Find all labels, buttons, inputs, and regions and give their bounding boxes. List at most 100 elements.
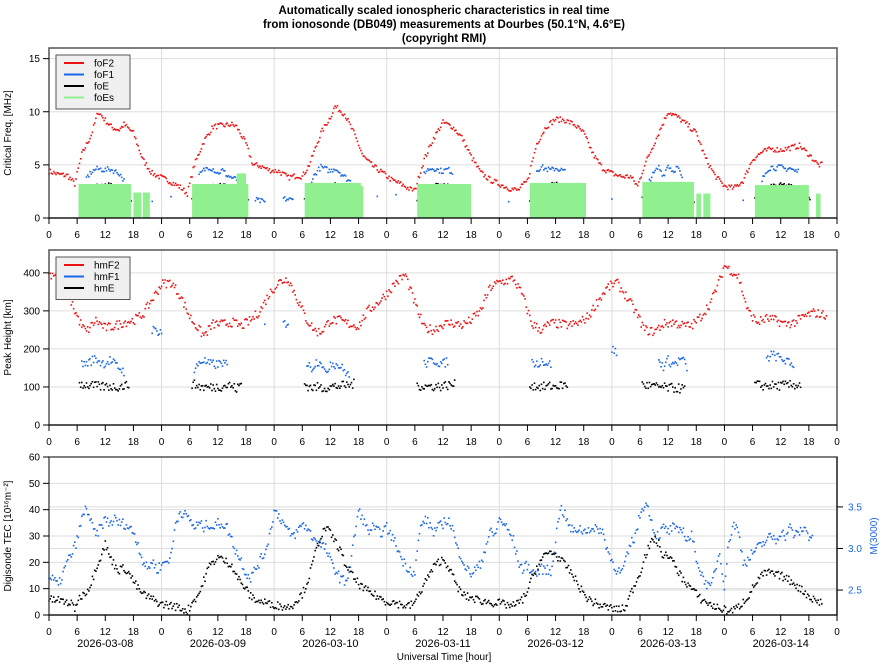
data-point bbox=[767, 318, 769, 320]
data-point bbox=[434, 138, 436, 140]
data-point bbox=[84, 594, 87, 597]
data-point bbox=[95, 570, 97, 572]
data-point bbox=[690, 130, 693, 132]
data-point bbox=[195, 521, 198, 523]
data-point bbox=[302, 309, 305, 312]
data-point bbox=[597, 528, 599, 530]
data-point bbox=[344, 386, 347, 389]
data-point bbox=[788, 321, 790, 323]
data-point bbox=[316, 334, 319, 337]
data-point bbox=[648, 547, 651, 550]
data-point bbox=[795, 384, 797, 387]
date-label: 2026-03-13 bbox=[640, 638, 696, 650]
data-point bbox=[264, 553, 266, 556]
data-point bbox=[131, 532, 134, 534]
data-point bbox=[108, 525, 110, 527]
data-point bbox=[777, 151, 780, 153]
data-point bbox=[310, 181, 313, 184]
data-point bbox=[566, 386, 569, 388]
data-point bbox=[232, 570, 234, 573]
data-point bbox=[791, 320, 794, 322]
data-point bbox=[459, 588, 462, 591]
data-point bbox=[217, 518, 219, 520]
data-point bbox=[329, 385, 332, 387]
data-point bbox=[446, 363, 449, 366]
data-point bbox=[548, 550, 551, 553]
data-point bbox=[409, 186, 411, 188]
data-point bbox=[118, 174, 121, 177]
data-point bbox=[521, 602, 524, 604]
data-point bbox=[126, 527, 129, 529]
data-point bbox=[621, 604, 624, 606]
data-point bbox=[432, 362, 435, 364]
data-point bbox=[487, 536, 490, 538]
data-point bbox=[286, 281, 288, 284]
data-point bbox=[783, 359, 785, 362]
data-point bbox=[543, 169, 545, 171]
data-point bbox=[555, 527, 558, 530]
data-point bbox=[290, 175, 293, 178]
data-point bbox=[714, 173, 716, 176]
data-point bbox=[640, 511, 642, 513]
data-point bbox=[495, 532, 497, 534]
data-point bbox=[171, 607, 173, 610]
data-point bbox=[769, 169, 771, 172]
data-point bbox=[81, 381, 83, 384]
data-point bbox=[695, 560, 698, 563]
data-point bbox=[473, 161, 476, 164]
data-point bbox=[798, 382, 801, 384]
x-tick-label: 0 bbox=[722, 230, 728, 241]
data-point bbox=[108, 182, 110, 184]
data-point bbox=[464, 321, 467, 324]
data-point bbox=[468, 567, 470, 569]
data-point bbox=[235, 319, 238, 322]
data-point bbox=[713, 171, 715, 174]
data-point bbox=[750, 315, 753, 317]
data-point bbox=[310, 322, 313, 324]
data-point bbox=[431, 333, 434, 335]
data-point bbox=[329, 171, 332, 173]
date-label: 2026-03-09 bbox=[190, 638, 246, 650]
date-label: 2026-03-12 bbox=[527, 638, 583, 650]
data-point bbox=[226, 122, 228, 124]
data-point bbox=[86, 513, 89, 516]
data-point bbox=[388, 289, 390, 291]
data-point bbox=[463, 564, 465, 566]
data-point bbox=[375, 302, 377, 304]
data-point bbox=[220, 319, 223, 321]
data-point bbox=[772, 573, 775, 575]
data-point bbox=[208, 528, 211, 530]
data-point bbox=[641, 196, 644, 199]
data-point bbox=[473, 601, 476, 604]
data-point bbox=[797, 168, 800, 171]
data-point bbox=[438, 386, 441, 389]
data-point bbox=[669, 525, 672, 527]
data-point bbox=[211, 389, 213, 392]
data-point bbox=[612, 345, 614, 348]
data-point bbox=[402, 183, 404, 186]
data-point bbox=[650, 326, 653, 329]
data-point bbox=[669, 112, 672, 115]
data-point bbox=[70, 556, 73, 558]
data-point bbox=[149, 171, 151, 173]
data-point bbox=[443, 358, 445, 360]
data-point bbox=[298, 304, 300, 306]
data-point bbox=[652, 171, 654, 174]
data-point bbox=[821, 603, 823, 605]
data-point bbox=[71, 178, 74, 180]
data-point bbox=[159, 174, 162, 176]
data-point bbox=[79, 524, 82, 527]
data-point bbox=[477, 165, 479, 168]
data-point bbox=[240, 135, 243, 138]
data-point bbox=[98, 560, 101, 562]
data-point bbox=[507, 277, 510, 280]
data-point bbox=[166, 560, 169, 563]
data-point bbox=[165, 560, 168, 563]
data-point bbox=[167, 607, 170, 610]
data-point bbox=[445, 121, 448, 124]
x-tick-label: 18 bbox=[466, 230, 478, 241]
data-point bbox=[402, 273, 404, 276]
data-point bbox=[446, 565, 449, 568]
data-point bbox=[701, 571, 703, 574]
data-point bbox=[550, 366, 552, 368]
